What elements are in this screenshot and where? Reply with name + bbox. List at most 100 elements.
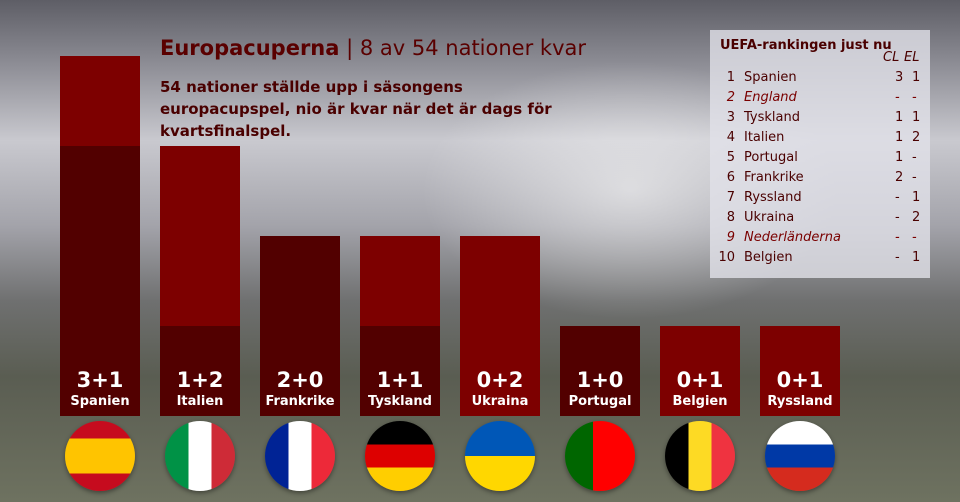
flag-italy-icon	[165, 421, 235, 491]
flag-germany-icon	[365, 421, 435, 491]
bar-frankrike: 2+0 Frankrike	[260, 0, 340, 416]
label-background	[60, 362, 140, 416]
bar-spanien: 3+1 Spanien	[60, 0, 140, 416]
chart-title: Europacuperna | 8 av 54 nationer kvar	[160, 36, 586, 60]
bar-value-label: 0+1	[776, 368, 824, 392]
chart-subtitle: 54 nationer ställde upp i säsongens euro…	[160, 78, 552, 140]
ranking-cl: 2	[895, 170, 904, 185]
ranking-cl: -	[895, 230, 900, 245]
ranking-cl: -	[895, 250, 900, 265]
bar-value-label: 1+1	[376, 368, 424, 392]
ranking-rank: 5	[726, 150, 735, 165]
bar-category-label: Italien	[176, 394, 224, 409]
label-background	[260, 362, 340, 416]
ranking-name: Portugal	[744, 150, 798, 165]
ranking-name: Frankrike	[744, 170, 804, 185]
ranking-el: -	[912, 150, 917, 165]
bar-belgien: 0+1 Belgien	[660, 0, 740, 416]
ranking-name: Italien	[744, 130, 785, 145]
bar-segment-el	[60, 56, 140, 146]
flag-france-icon	[265, 421, 335, 491]
ranking-row: 8 Ukraina -2	[710, 210, 930, 230]
ranking-rank: 6	[726, 170, 735, 185]
ranking-row: 9 Nederländerna - -	[710, 230, 930, 250]
ranking-row: 4 Italien 1 2	[710, 130, 930, 150]
ranking-row: 3 Tyskland 1 1	[710, 110, 930, 130]
ranking-el: 1	[912, 190, 921, 205]
flag-ukraine-icon	[465, 421, 535, 491]
ranking-name: Spanien	[744, 70, 797, 85]
bar-value-label: 3+1	[76, 368, 124, 392]
label-background	[460, 362, 540, 416]
label-background	[160, 362, 240, 416]
label-background	[760, 362, 840, 416]
bar-category-label: Ryssland	[767, 394, 833, 409]
ranking-rank: 3	[726, 110, 735, 125]
ranking-rank: 7	[726, 190, 735, 205]
bar-value-label: 2+0	[276, 368, 324, 392]
ranking-el: -	[912, 170, 917, 185]
ranking-name: Tyskland	[744, 110, 800, 125]
ranking-el: -	[912, 230, 917, 245]
ranking-el: -	[912, 90, 917, 105]
ranking-el: 1	[912, 250, 921, 265]
bar-value-label: 1+2	[176, 368, 224, 392]
ranking-cl: 1	[895, 130, 904, 145]
ranking-cl: 1	[895, 110, 904, 125]
ranking-el: 2	[912, 130, 921, 145]
ranking-row: 1 Spanien 3 1	[710, 70, 930, 90]
label-background	[560, 362, 640, 416]
ranking-name: England	[744, 90, 797, 105]
ranking-cl: 1	[895, 150, 904, 165]
bar-category-label: Spanien	[70, 394, 130, 409]
bar-segment-el	[160, 146, 240, 326]
bar-segment-el	[360, 236, 440, 326]
ranking-el: 2	[912, 210, 921, 225]
flag-spain-icon	[65, 421, 135, 491]
ranking-name: Nederländerna	[744, 230, 841, 245]
bar-category-label: Ukraina	[471, 394, 529, 409]
bar-category-label: Tyskland	[368, 394, 432, 409]
flag-portugal-icon	[565, 421, 635, 491]
ranking-rank: 1	[726, 70, 735, 85]
bar-ukraina: 0+2 Ukraina	[460, 0, 540, 416]
label-background	[660, 362, 740, 416]
bar-italien: 1+2 Italien	[160, 0, 240, 416]
bar-value-label: 0+1	[676, 368, 724, 392]
ranking-rank: 2	[726, 90, 735, 105]
ranking-el: 1	[912, 70, 921, 85]
label-background	[360, 362, 440, 416]
bar-category-label: Belgien	[672, 394, 728, 409]
ranking-name: Ryssland	[744, 190, 802, 205]
ranking-rank: 9	[726, 230, 735, 245]
bar-portugal: 1+0 Portugal	[560, 0, 640, 416]
ranking-cl: -	[895, 210, 900, 225]
ranking-rank: 8	[726, 210, 735, 225]
ranking-rank: 4	[726, 130, 735, 145]
col-cl: CL	[883, 50, 900, 65]
bar-tyskland: 1+1 Tyskland	[360, 0, 440, 416]
ranking-el: 1	[912, 110, 921, 125]
ranking-row: 10 Belgien -1	[710, 250, 930, 270]
ranking-title: UEFA-rankingen just nu	[720, 38, 892, 53]
ranking-table: UEFA-rankingen just nu CL EL 1 Spanien 3 1 2…	[710, 30, 930, 278]
ranking-name: Belgien	[744, 250, 793, 265]
bar-value-label: 1+0	[576, 368, 624, 392]
bar-category-label: Portugal	[568, 394, 632, 409]
ranking-row: 6 Frankrike 2-	[710, 170, 930, 190]
flag-russia-icon	[765, 421, 835, 491]
ranking-cl: 3	[895, 70, 904, 85]
bar-category-label: Frankrike	[265, 394, 335, 409]
bar-value-label: 0+2	[476, 368, 524, 392]
ranking-name: Ukraina	[744, 210, 795, 225]
bar-ryssland: 0+1 Ryssland	[760, 0, 840, 416]
ranking-rank: 10	[718, 250, 735, 265]
ranking-row: 7 Ryssland -1	[710, 190, 930, 210]
col-el: EL	[904, 50, 920, 65]
ranking-cl: -	[895, 190, 900, 205]
ranking-cl: -	[895, 90, 900, 105]
ranking-row: 5 Portugal 1-	[710, 150, 930, 170]
flag-belgium-icon	[665, 421, 735, 491]
ranking-row: 2 England - -	[710, 90, 930, 110]
